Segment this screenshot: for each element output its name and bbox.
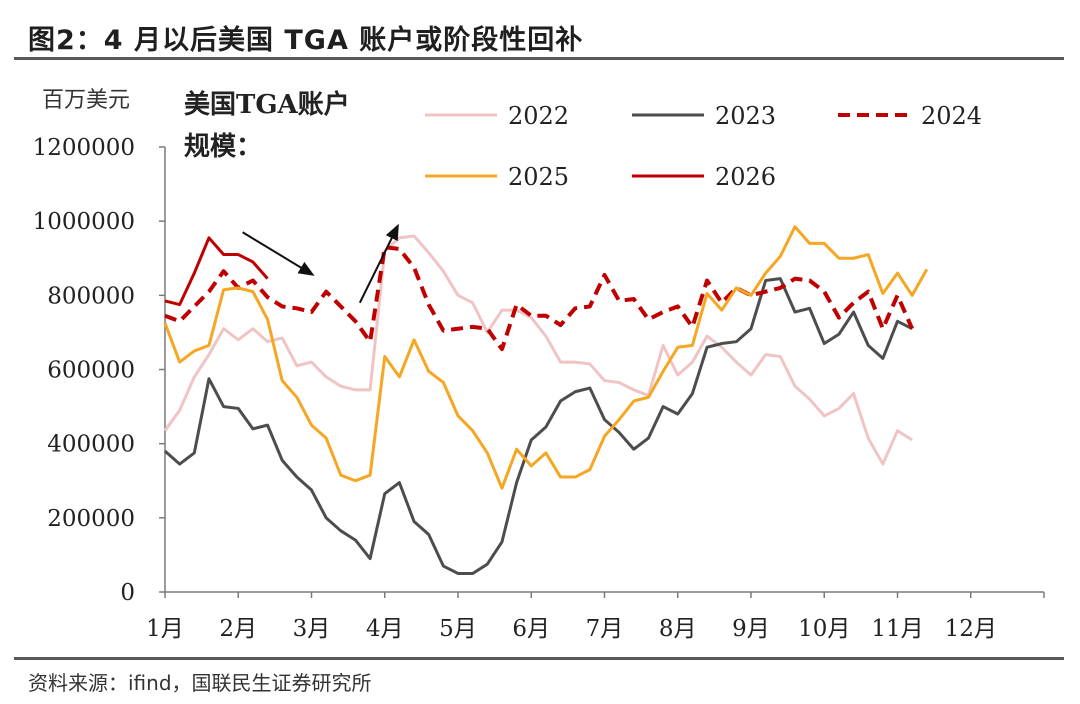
series-line-2025 [163, 225, 929, 490]
x-tick-label: 8月 [659, 616, 697, 642]
x-tick-label: 10月 [798, 616, 850, 642]
x-tick-label: 5月 [439, 616, 477, 642]
legend-label-2022: 2022 [508, 102, 569, 130]
annotation-arrow-2 [358, 223, 399, 304]
y-tick-label: 200000 [47, 506, 135, 532]
chart-legend: 2022 2023 2024 2025 2026 [425, 102, 982, 191]
footer-rule [14, 657, 1064, 660]
chart-axes: 0 200000 400000 600000 800000 1000000 1200000 1… [33, 135, 1045, 642]
x-tick-label: 3月 [293, 616, 331, 642]
figure-title: 图2：4 月以后美国 TGA 账户或阶段性回补 [28, 25, 584, 56]
x-tick-label: 1月 [146, 616, 184, 642]
x-tick-label: 6月 [512, 616, 550, 642]
x-tick-label: 9月 [732, 616, 770, 642]
y-unit-label: 百万美元 [42, 88, 130, 113]
y-tick-label: 1200000 [33, 135, 135, 161]
series-line-2024 [164, 245, 914, 352]
y-tick-label: 400000 [47, 432, 135, 458]
series-line-2026 [164, 236, 269, 307]
y-tick-label: 800000 [47, 283, 135, 309]
x-tick-label: 11月 [871, 616, 923, 642]
chart-annotation-line2: 规模： [184, 132, 262, 162]
legend-label-2023: 2023 [715, 102, 776, 130]
legend-label-2024: 2024 [921, 102, 982, 130]
y-tick-label: 600000 [47, 358, 135, 384]
x-tick-label: 4月 [366, 616, 404, 642]
x-tick-label: 12月 [945, 616, 997, 642]
series-line-2022 [163, 234, 913, 466]
source-note: 资料来源：ifind，国联民生证券研究所 [28, 671, 372, 695]
y-tick-label: 1000000 [33, 209, 135, 235]
x-tick-label: 2月 [219, 616, 257, 642]
chart-annotation-arrows [242, 223, 399, 304]
legend-label-2025: 2025 [508, 163, 569, 191]
annotation-arrow-1 [242, 231, 315, 276]
legend-label-2026: 2026 [715, 163, 776, 191]
title-rule [14, 57, 1064, 60]
x-tick-label: 7月 [586, 616, 624, 642]
y-tick-label: 0 [120, 580, 135, 606]
series-line-2023 [164, 277, 913, 575]
chart-series-lines [163, 225, 929, 575]
chart-annotation-line1: 美国TGA账户 [184, 89, 350, 120]
